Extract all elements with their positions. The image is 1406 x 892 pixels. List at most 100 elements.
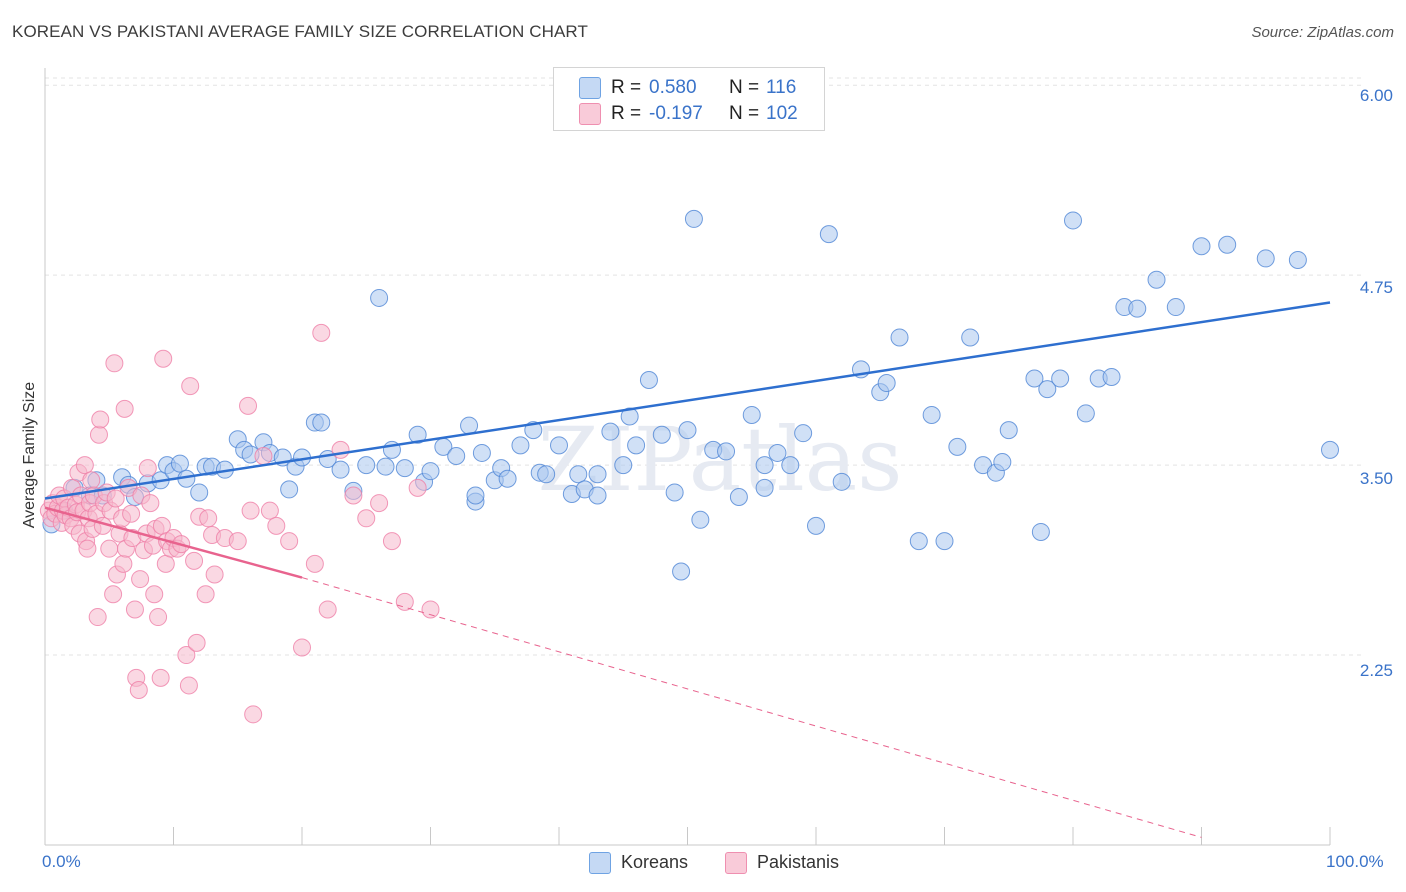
koreans-point — [190, 483, 209, 502]
pakistanis-point — [89, 425, 108, 444]
pakistanis-point — [149, 608, 168, 627]
pakistanis-point — [357, 509, 376, 528]
pakistanis-point — [151, 668, 170, 687]
pakistanis-point — [408, 478, 427, 497]
pakistanis-point — [199, 509, 218, 528]
r-value: 0.580 — [649, 77, 697, 98]
koreans-point — [588, 465, 607, 484]
koreans-point — [370, 288, 389, 307]
koreans-point — [832, 472, 851, 491]
koreans-swatch — [579, 77, 601, 99]
stats-row-koreans: R = 0.580 N = 116 — [554, 77, 824, 103]
pakistanis-point — [154, 349, 173, 368]
koreans-point — [1218, 235, 1237, 254]
koreans-point — [395, 459, 414, 478]
koreans-point — [447, 446, 466, 465]
koreans-point — [511, 436, 530, 455]
koreans-point — [569, 465, 588, 484]
koreans-point — [376, 457, 395, 476]
koreans-point — [588, 486, 607, 505]
pakistanis-point — [91, 410, 110, 429]
pakistanis-point — [293, 638, 311, 657]
n-value: 102 — [766, 103, 798, 124]
source-credit: Source: ZipAtlas.com — [1251, 24, 1394, 41]
koreans-point — [472, 443, 491, 462]
pakistanis-point — [114, 554, 133, 573]
pakistanis-point — [254, 446, 273, 465]
koreans-point — [1288, 250, 1307, 269]
koreans-point — [755, 456, 774, 475]
koreans-point — [807, 516, 825, 535]
koreans-point — [1102, 367, 1121, 386]
pakistanis-point — [100, 539, 119, 558]
y-tick-label: 2.25 — [1359, 661, 1393, 680]
koreans-point — [755, 478, 774, 497]
r-label: R = — [611, 103, 642, 124]
pakistanis-point — [156, 554, 175, 573]
koreans-point — [935, 532, 954, 551]
koreans-point — [312, 413, 331, 432]
koreans-point — [331, 460, 350, 479]
pakistanis-point — [421, 600, 440, 619]
koreans-point — [614, 456, 633, 475]
pakistanis-point — [122, 504, 141, 523]
pakistanis-point — [179, 676, 198, 695]
koreans-point — [877, 374, 896, 393]
stats-row-pakistanis: R = -0.197 N = 102 — [554, 103, 824, 129]
koreans-point — [999, 421, 1018, 440]
koreans-point — [498, 469, 517, 488]
y-axis-label: Average Family Size — [21, 381, 38, 529]
points-layer — [39, 209, 1339, 724]
koreans-point — [890, 328, 909, 347]
n-label: N = — [729, 103, 760, 124]
koreans-point — [1038, 380, 1057, 399]
koreans-legend-swatch — [589, 852, 611, 874]
trend-lines — [44, 301, 1331, 838]
axes — [44, 68, 1331, 846]
koreans-point — [460, 416, 479, 435]
pakistanis-point — [129, 681, 148, 699]
pakistanis-point — [181, 377, 200, 396]
koreans-point — [729, 488, 748, 507]
koreans-point — [691, 510, 710, 529]
y-tick-label: 6.00 — [1359, 86, 1393, 105]
r-label: R = — [611, 77, 642, 98]
pakistanis-point — [82, 471, 101, 490]
pakistanis-point — [260, 501, 279, 520]
pakistanis-point — [75, 456, 94, 475]
koreans-point — [909, 532, 928, 551]
pakistanis-trend-line — [44, 506, 303, 579]
pakistanis-point — [228, 532, 247, 551]
pakistanis-point — [244, 705, 263, 724]
legend-label: Koreans — [621, 852, 689, 872]
koreans-point — [1166, 298, 1185, 317]
koreans-point — [639, 371, 658, 389]
koreans-point — [1321, 440, 1339, 459]
pakistanis-point — [331, 440, 350, 459]
koreans-point — [280, 480, 299, 499]
chart-title: KOREAN VS PAKISTANI AVERAGE FAMILY SIZE … — [12, 22, 588, 41]
koreans-point — [794, 424, 813, 443]
legend-label: Pakistanis — [757, 852, 840, 872]
koreans-point — [550, 436, 568, 455]
pakistanis-point — [138, 459, 157, 478]
koreans-point — [537, 465, 556, 484]
koreans-point — [781, 456, 800, 475]
pakistanis-point — [280, 532, 299, 551]
r-value: -0.197 — [649, 103, 703, 124]
pakistanis-point — [106, 489, 125, 508]
pakistanis-point — [267, 516, 286, 535]
koreans-point — [1076, 404, 1095, 423]
pakistanis-point — [205, 565, 224, 584]
pakistanis-point — [241, 501, 260, 520]
koreans-point — [1192, 237, 1211, 256]
koreans-point — [768, 443, 787, 462]
koreans-point — [717, 442, 736, 461]
pakistanis-trend-extension — [301, 577, 1202, 838]
koreans-point — [742, 405, 761, 424]
koreans-point — [421, 462, 440, 481]
x-tick-label-min: 0.0% — [42, 852, 81, 871]
koreans-point — [601, 422, 620, 441]
y-tick-label: 4.75 — [1359, 278, 1393, 297]
